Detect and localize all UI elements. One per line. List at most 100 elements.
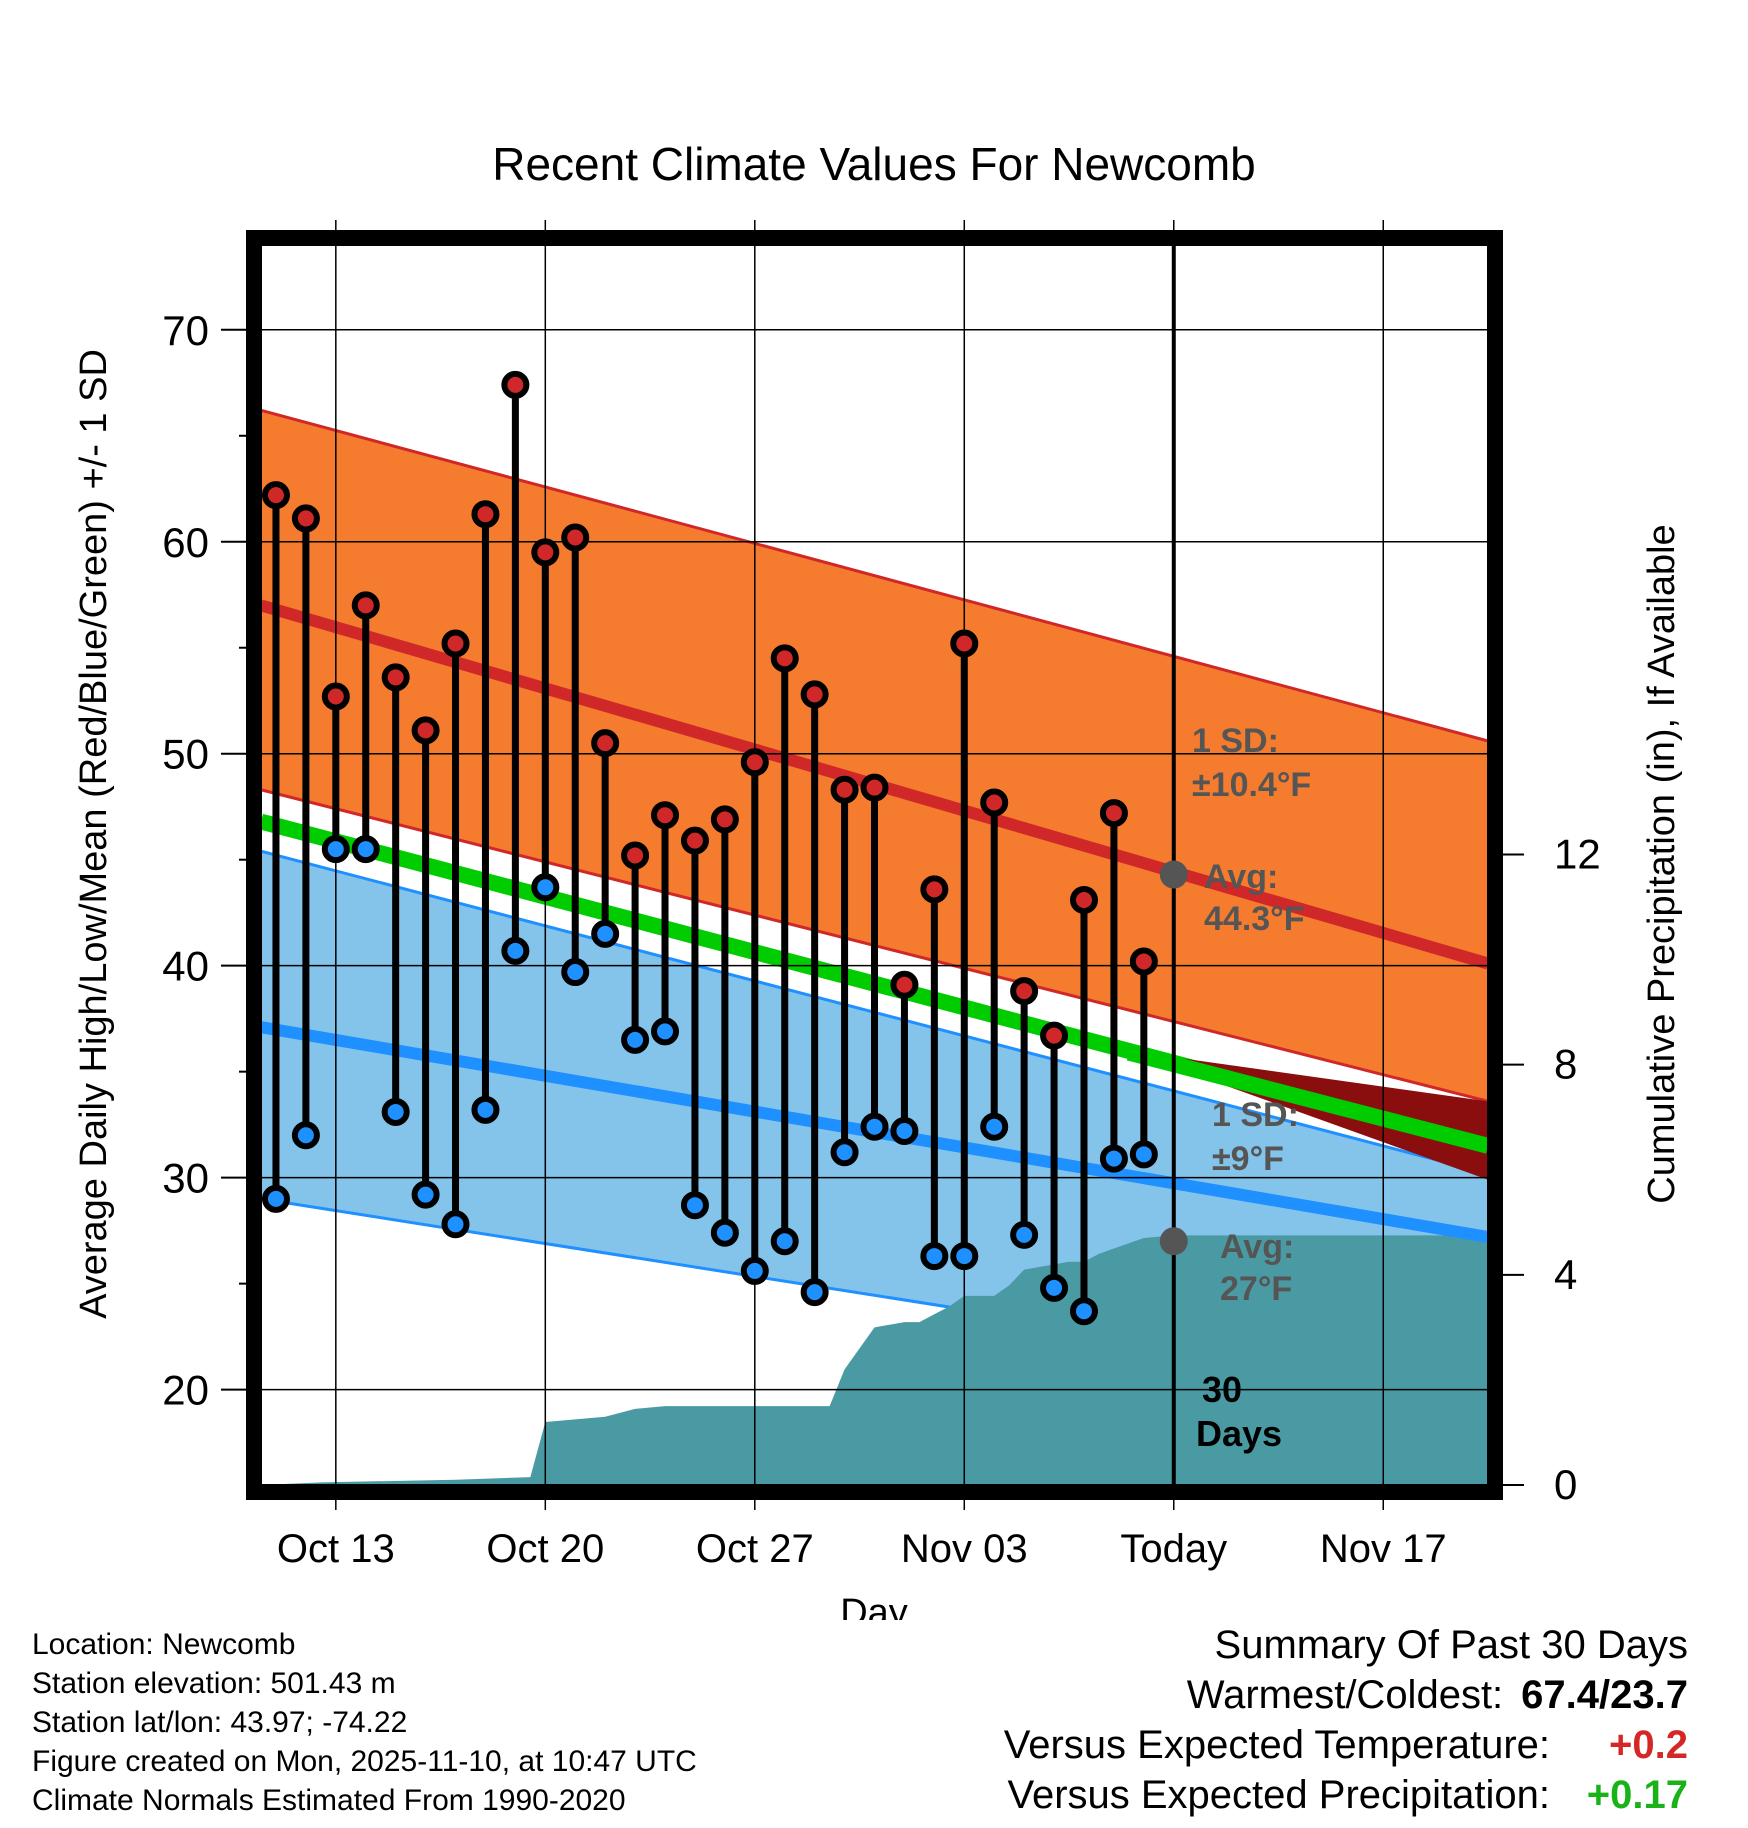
- summary-title: Summary Of Past 30 Days: [1214, 1623, 1688, 1667]
- obs-high-point: [1129, 947, 1158, 976]
- obs-high-point: [680, 826, 709, 855]
- x-tick-label: Nov 17: [1320, 1527, 1447, 1571]
- high-avg-annotation: Avg:: [1204, 858, 1278, 896]
- obs-high-point: [1069, 885, 1098, 914]
- mean-avg-line-right: [1126, 1044, 1491, 1154]
- normals-text: Climate Normals Estimated From 1990-2020: [32, 1784, 626, 1817]
- obs-low-point: [561, 958, 590, 987]
- obs-low-point: [471, 1095, 500, 1124]
- obs-low-point: [321, 835, 350, 864]
- y-left-tick-label: 40: [162, 943, 209, 990]
- obs-low-point: [1129, 1140, 1158, 1169]
- x-tick-label: Nov 03: [901, 1527, 1028, 1571]
- high-sd-band-upper-edge: [260, 408, 1489, 743]
- y-right-tick-label: 0: [1554, 1461, 1577, 1508]
- obs-high-point: [321, 682, 350, 711]
- obs-low-point: [441, 1210, 470, 1239]
- low-sd-value-annotation: ±9°F: [1212, 1140, 1284, 1178]
- obs-high-point: [621, 841, 650, 870]
- y-right-tick-label: 4: [1554, 1251, 1577, 1298]
- high-sd-value-annotation: ±10.4°F: [1192, 766, 1311, 804]
- obs-low-point: [710, 1218, 739, 1247]
- obs-low-point: [381, 1097, 410, 1126]
- obs-high-point: [591, 729, 620, 758]
- obs-low-point: [830, 1138, 859, 1167]
- location-text: Location: Newcomb: [32, 1628, 296, 1661]
- y-left-tick-label: 30: [162, 1155, 209, 1202]
- y-axis-right-label: Cumulative Precipitation (in), If Availa…: [1641, 524, 1683, 1203]
- high-sd-band: [261, 410, 1488, 1102]
- elevation-text: Station elevation: 501.43 m: [32, 1667, 396, 1700]
- y-left-tick-label: 70: [162, 307, 209, 354]
- obs-high-point: [651, 801, 680, 830]
- obs-high-point: [501, 370, 530, 399]
- y-right-tick-label: 8: [1554, 1041, 1577, 1088]
- low-sd-annotation: 1 SD:: [1212, 1096, 1299, 1134]
- obs-low-point: [800, 1278, 829, 1307]
- obs-high-point: [291, 504, 320, 533]
- y-right-tick-label: 12: [1554, 830, 1601, 877]
- high-sd-annotation: 1 SD:: [1192, 722, 1279, 760]
- today-high-avg-marker: [1159, 860, 1188, 889]
- obs-low-point: [291, 1121, 320, 1150]
- obs-low-point: [531, 873, 560, 902]
- x-tick-label: Oct 13: [277, 1527, 395, 1571]
- low-avg-annotation: Avg:: [1220, 1228, 1294, 1266]
- obs-high-point: [920, 875, 949, 904]
- obs-low-point: [1069, 1297, 1098, 1326]
- obs-low-point: [1040, 1273, 1069, 1302]
- today-low-avg-marker: [1159, 1227, 1188, 1256]
- overlap-wedge: [1128, 1050, 1488, 1180]
- summary-warmest-row: Warmest/Coldest: 67.4/23.7: [1004, 1670, 1688, 1720]
- warmest-label: Warmest/Coldest:: [1186, 1673, 1504, 1717]
- created-text: Figure created on Mon, 2025-11-10, at 10…: [32, 1745, 697, 1778]
- obs-low-point: [261, 1184, 290, 1213]
- x-tick-label: Today: [1120, 1527, 1227, 1571]
- obs-high-point: [471, 500, 500, 529]
- warmest-value: 67.4/23.7: [1521, 1673, 1688, 1717]
- obs-high-point: [441, 629, 470, 658]
- obs-high-point: [531, 538, 560, 567]
- obs-low-point: [860, 1112, 889, 1141]
- x-tick-label: Oct 27: [696, 1527, 814, 1571]
- station-info: Location: Newcomb Station elevation: 501…: [32, 1625, 697, 1820]
- obs-low-point: [651, 1017, 680, 1046]
- precip-value: +0.17: [1586, 1773, 1688, 1817]
- precip-area: [261, 1235, 1488, 1485]
- obs-high-point: [950, 629, 979, 658]
- obs-low-point: [351, 835, 380, 864]
- x-axis-label: Day: [840, 1592, 908, 1620]
- obs-high-point: [351, 591, 380, 620]
- obs-high-point: [261, 481, 290, 510]
- obs-high-point: [1010, 977, 1039, 1006]
- window-days-annotation: Days: [1196, 1413, 1282, 1454]
- y-left-tick-label: 50: [162, 731, 209, 778]
- y-left-tick-label: 20: [162, 1367, 209, 1414]
- summary-precip-row: Versus Expected Precipitation: +0.17: [1004, 1770, 1688, 1820]
- x-tick-label: Oct 20: [486, 1527, 604, 1571]
- precip-label: Versus Expected Precipitation:: [1007, 1773, 1550, 1817]
- summary-panel: Summary Of Past 30 Days Warmest/Coldest:…: [1004, 1620, 1688, 1820]
- obs-low-point: [621, 1025, 650, 1054]
- obs-low-point: [740, 1256, 769, 1285]
- obs-high-point: [830, 775, 859, 804]
- obs-low-point: [950, 1242, 979, 1271]
- plot-frame: [246, 230, 1503, 1500]
- obs-high-point: [381, 663, 410, 692]
- obs-high-point: [561, 523, 590, 552]
- low-avg-value-annotation: 27°F: [1220, 1270, 1292, 1308]
- obs-low-point: [890, 1117, 919, 1146]
- window-annotation: 30: [1202, 1369, 1242, 1410]
- obs-high-point: [411, 716, 440, 745]
- obs-high-point: [800, 680, 829, 709]
- obs-low-point: [411, 1180, 440, 1209]
- high-avg-value-annotation: 44.3°F: [1204, 900, 1305, 938]
- obs-high-point: [1099, 799, 1128, 828]
- y-left-tick-label: 60: [162, 519, 209, 566]
- obs-low-point: [1099, 1144, 1128, 1173]
- obs-low-point: [920, 1242, 949, 1271]
- summary-temp-row: Versus Expected Temperature: +0.2: [1004, 1720, 1688, 1770]
- obs-high-point: [770, 644, 799, 673]
- obs-high-point: [710, 805, 739, 834]
- obs-low-point: [770, 1227, 799, 1256]
